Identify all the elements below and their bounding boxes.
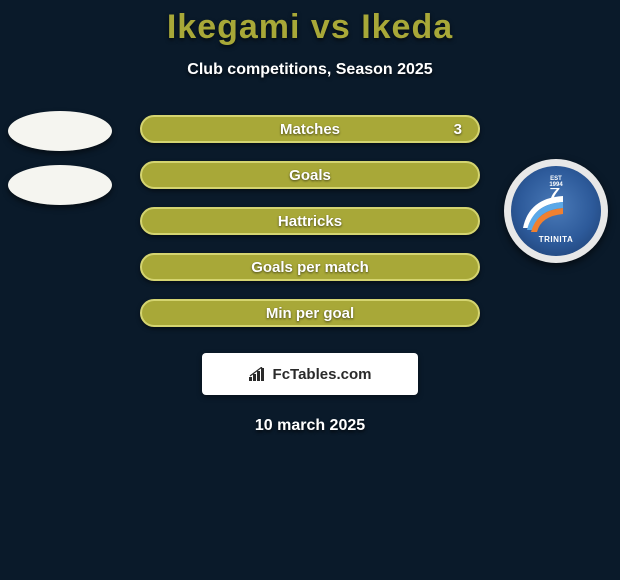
svg-text:7: 7: [549, 188, 560, 204]
stat-label: Min per goal: [266, 305, 354, 322]
player-badge-left-2: [8, 165, 112, 205]
stats-area: EST1994 7 TRINITA Matches 3 Goals Hattri…: [0, 115, 620, 435]
stat-row-hattricks: Hattricks: [140, 207, 480, 235]
brand-label: FcTables.com: [249, 366, 372, 383]
page-subtitle: Club competitions, Season 2025: [187, 61, 432, 79]
stat-row-goals: Goals: [140, 161, 480, 189]
stat-label: Hattricks: [278, 213, 342, 230]
brand-card: FcTables.com: [202, 353, 418, 395]
player-badge-left-1: [8, 111, 112, 151]
stat-row-goals-per-match: Goals per match: [140, 253, 480, 281]
stat-row-matches: Matches 3: [140, 115, 480, 143]
club-badge-inner: EST1994 7 TRINITA: [511, 166, 601, 256]
club-badge: EST1994 7 TRINITA: [504, 159, 608, 263]
stat-value: 3: [454, 121, 462, 138]
infographic-container: Ikegami vs Ikeda Club competitions, Seas…: [0, 0, 620, 435]
date-text: 10 march 2025: [255, 417, 365, 435]
club-est-text: EST1994: [549, 176, 562, 188]
stat-label: Goals: [289, 167, 331, 184]
brand-text: FcTables.com: [273, 366, 372, 383]
stat-label: Matches: [280, 121, 340, 138]
club-swoosh-icon: 7: [519, 188, 569, 238]
chart-icon: [249, 367, 267, 381]
stat-row-min-per-goal: Min per goal: [140, 299, 480, 327]
stat-label: Goals per match: [251, 259, 369, 276]
club-name-text: TRINITA: [539, 235, 573, 244]
page-title: Ikegami vs Ikeda: [167, 8, 453, 47]
